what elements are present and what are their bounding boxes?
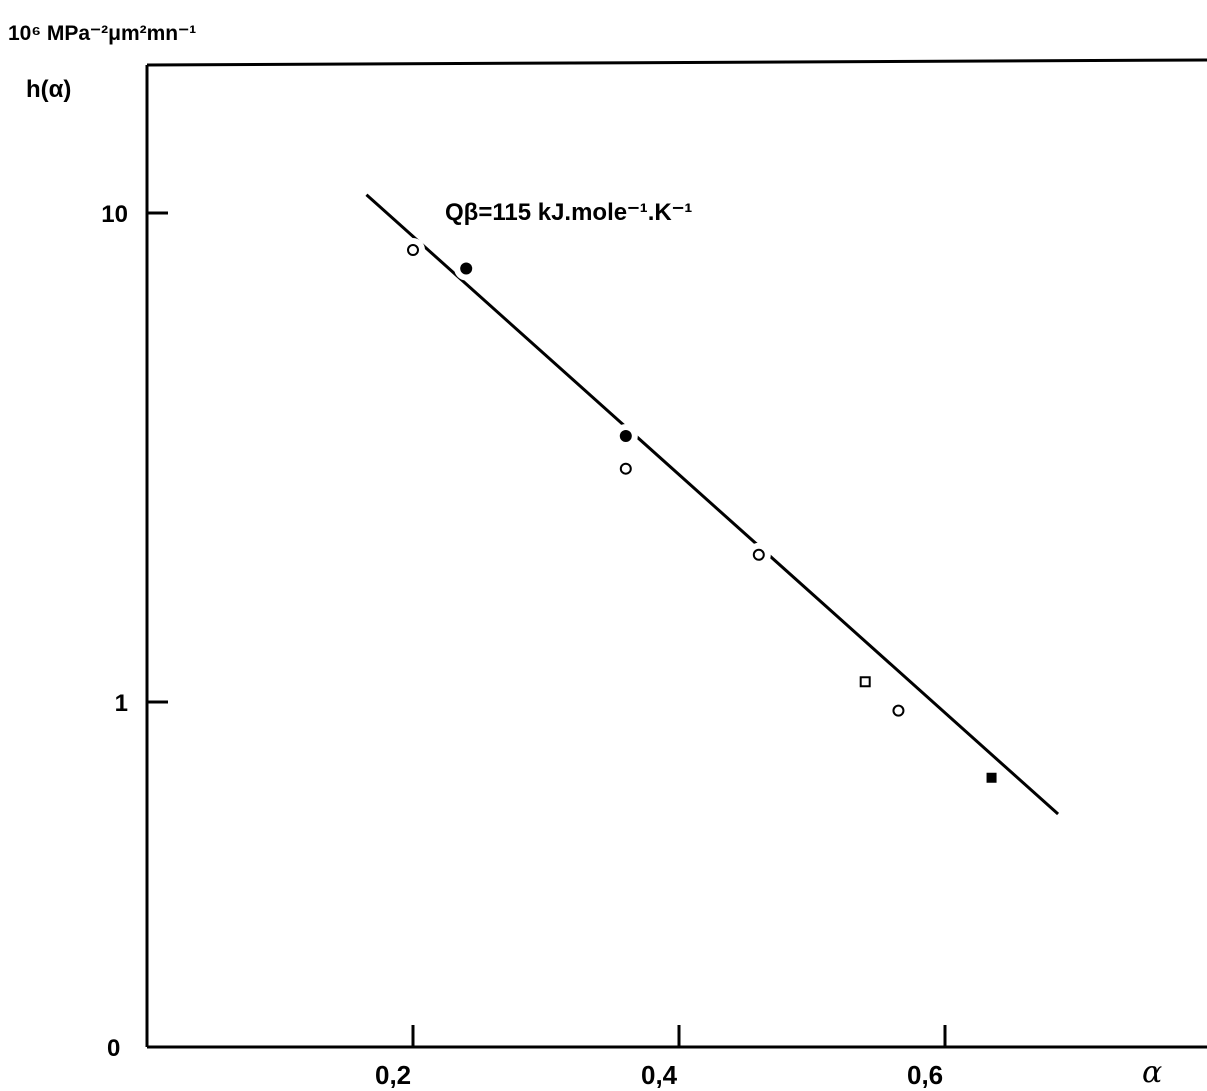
data-point-filled-circle xyxy=(619,429,632,442)
x-tick-label: 0,6 xyxy=(907,1060,943,1090)
y-tick-label: 10 xyxy=(101,201,128,228)
data-point-filled-circle xyxy=(460,262,473,275)
y-axis-title: h(α) xyxy=(26,76,71,103)
data-point-open-circle xyxy=(407,244,419,257)
top-border xyxy=(146,58,1207,67)
x-tick-label: 0,4 xyxy=(641,1060,678,1090)
plot-frame xyxy=(145,58,1207,1049)
data-point-open-circle xyxy=(619,462,632,475)
y-tick-label: 1 xyxy=(115,690,128,717)
y-axis-units: 10⁶ MPa⁻²μm²mn⁻¹ xyxy=(8,22,196,45)
data-point-open-circle xyxy=(892,704,905,717)
tick-group: 0,2 0,4 0,6 1 10 xyxy=(101,201,947,1090)
fit-line-group xyxy=(365,193,1060,816)
data-point-open-square xyxy=(859,676,871,688)
fit-line xyxy=(365,193,1060,816)
data-point-filled-square xyxy=(986,772,997,783)
x-axis-title: α xyxy=(1142,1055,1162,1090)
y-origin-label: 0 xyxy=(107,1035,120,1062)
marker-group xyxy=(401,238,1004,790)
data-point-open-circle xyxy=(752,548,765,561)
activation-energy-annotation: Qβ=115 kJ.mole⁻¹.K⁻¹ xyxy=(445,199,692,226)
x-tick-label: 0,2 xyxy=(375,1060,411,1090)
